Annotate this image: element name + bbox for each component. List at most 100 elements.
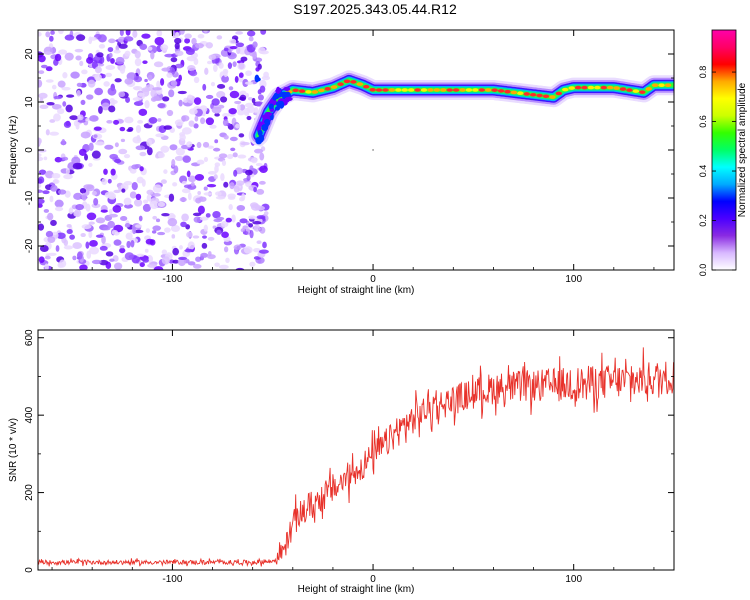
noise-blob <box>187 192 192 201</box>
ridge-core <box>485 88 492 92</box>
noise-blob <box>98 44 106 49</box>
noise-blob <box>113 239 122 246</box>
noise-blob <box>171 234 176 239</box>
x-tick-label: 0 <box>370 574 376 585</box>
noise-blob <box>114 142 119 148</box>
ridge-core <box>574 85 582 90</box>
noise-blob <box>213 147 221 152</box>
noise-blob <box>205 94 214 100</box>
noise-blob <box>88 36 93 45</box>
noise-blob <box>75 203 85 211</box>
noise-blob <box>218 153 228 159</box>
noise-blob <box>106 119 113 124</box>
x-tick-label: -100 <box>162 274 182 285</box>
noise-blob <box>187 175 197 183</box>
noise-blob <box>105 251 114 257</box>
noise-blob <box>258 46 266 54</box>
noise-blob <box>76 251 83 260</box>
noise-blob <box>97 63 105 67</box>
noise-blob <box>94 73 102 81</box>
noise-blob <box>161 213 170 217</box>
noise-blob <box>174 119 184 126</box>
noise-blob <box>132 136 142 144</box>
noise-blob <box>45 31 51 38</box>
noise-blob <box>142 258 149 263</box>
ridge-core <box>330 85 338 89</box>
noise-blob <box>86 57 94 64</box>
noise-blob <box>168 89 175 98</box>
noise-blob <box>238 72 244 78</box>
y-tick-label: 200 <box>24 484 35 501</box>
noise-blob <box>153 266 164 270</box>
noise-blob <box>244 81 254 85</box>
noise-blob <box>38 79 43 88</box>
noise-blob <box>131 255 140 264</box>
noise-blob <box>225 257 230 263</box>
noise-blob <box>99 245 108 251</box>
snr-plot-area <box>38 330 674 570</box>
noise-blob <box>188 120 195 127</box>
noise-blob <box>135 124 142 134</box>
noise-blob <box>54 53 62 62</box>
noise-blob <box>197 33 205 39</box>
ridge-core <box>401 88 408 92</box>
ridge-core <box>568 86 575 90</box>
noise-blob <box>197 191 202 195</box>
noise-blob <box>223 246 229 253</box>
noise-blob <box>198 196 207 202</box>
ridge-core <box>388 88 396 92</box>
noise-blob <box>160 179 167 184</box>
noise-blob <box>205 117 215 126</box>
noise-blob <box>248 223 254 228</box>
noise-blob <box>76 90 81 97</box>
noise-blob <box>216 229 222 236</box>
noise-blob <box>239 218 248 224</box>
noise-blob <box>184 248 194 253</box>
noise-blob <box>263 211 269 216</box>
ridge-core <box>639 90 646 94</box>
noise-blob <box>123 181 133 186</box>
ridge-core <box>472 88 479 92</box>
noise-blob <box>163 125 172 130</box>
noise-blob <box>61 138 66 146</box>
noise-blob <box>166 72 173 78</box>
noise-blob <box>208 54 217 60</box>
noise-blob <box>45 66 53 72</box>
noise-blob <box>200 252 209 258</box>
noise-blob <box>142 60 148 64</box>
ridge-blob <box>284 96 293 102</box>
noise-blob <box>118 148 128 155</box>
noise-blob <box>157 201 166 207</box>
noise-blob <box>134 58 142 67</box>
noise-blob <box>52 179 60 184</box>
noise-blob <box>245 169 253 176</box>
noise-blob <box>166 109 174 117</box>
noise-blob <box>175 147 186 156</box>
noise-blob <box>228 204 233 211</box>
y-tick-label: -10 <box>24 190 35 205</box>
noise-blob <box>133 76 143 83</box>
noise-blob <box>189 70 198 77</box>
noise-blob <box>148 116 158 124</box>
noise-blob <box>254 148 264 154</box>
ridge-blob <box>268 103 274 110</box>
noise-blob <box>84 153 88 161</box>
ridge-core <box>600 85 607 90</box>
noise-blob <box>39 97 44 103</box>
noise-blob <box>38 256 45 264</box>
ridge-core <box>407 88 415 92</box>
noise-blob <box>204 67 209 75</box>
ridge-blob <box>255 138 264 143</box>
noise-blob <box>201 242 208 249</box>
noise-blob <box>193 123 199 129</box>
noise-blob <box>239 196 245 202</box>
noise-blob <box>203 192 213 196</box>
noise-blob <box>95 234 104 238</box>
ridge-core <box>504 89 511 94</box>
noise-blob <box>246 174 251 181</box>
noise-blob <box>119 65 126 74</box>
colorbar-gradient <box>711 29 737 271</box>
noise-blob <box>231 214 236 223</box>
noise-blob <box>193 76 200 84</box>
